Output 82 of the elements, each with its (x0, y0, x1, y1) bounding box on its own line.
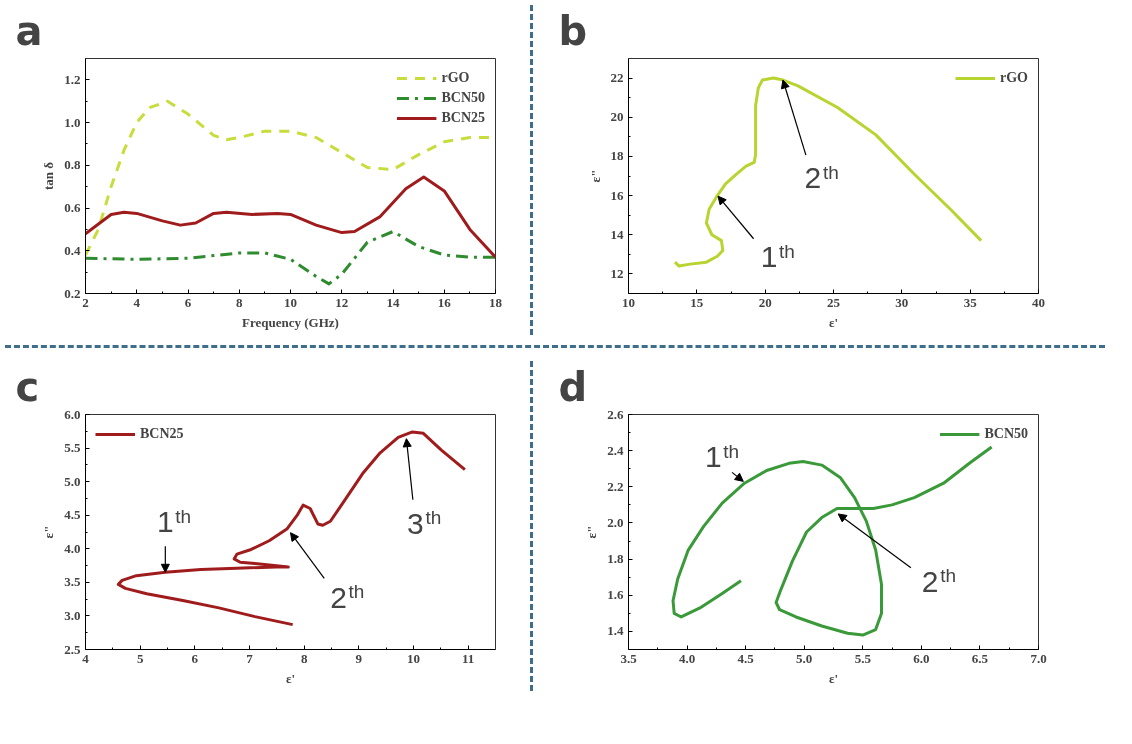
x-tick-label: 7.0 (1030, 650, 1047, 666)
x-tick-label: 4.5 (737, 650, 755, 666)
x-tick-label: 15 (690, 294, 704, 310)
x-tick-label: 9 (355, 650, 363, 666)
y-tick-label: 4.0 (64, 540, 81, 556)
x-axis-title: ε' (828, 670, 839, 686)
y-axis-title: ε" (587, 169, 603, 183)
x-tick-label: 20 (758, 294, 772, 310)
y-tick-label: 14 (610, 226, 624, 242)
chart-title: d (558, 363, 588, 410)
legend-label: rGO (1000, 70, 1028, 86)
y-tick-label: 20 (610, 109, 624, 125)
chart-title: a (15, 7, 43, 54)
y-tick-label: 1.8 (607, 551, 624, 567)
x-axis-title: Frequency (GHz) (242, 314, 339, 330)
y-tick-label: 5.0 (64, 473, 81, 489)
x-tick-label: 2 (82, 294, 89, 310)
x-tick-label: 40 (1032, 294, 1045, 310)
y-axis-title: tan δ (41, 161, 57, 191)
x-tick-label: 35 (963, 294, 978, 310)
x-tick-label: 4 (82, 650, 90, 666)
x-tick-label: 10 (284, 294, 297, 310)
x-tick-label: 10 (622, 294, 635, 310)
y-tick-label: 0.4 (64, 242, 81, 258)
legend-label: BCN25 (140, 426, 184, 442)
x-tick-label: 25 (827, 294, 841, 310)
y-tick-label: 3.0 (64, 607, 81, 623)
chart-title: c (15, 363, 40, 410)
legend-label: BCN25 (441, 110, 485, 126)
x-tick-label: 5.5 (854, 650, 872, 666)
x-tick-label: 10 (407, 650, 420, 666)
y-tick-label: 2.5 (64, 641, 81, 657)
line-series (85, 230, 496, 286)
y-tick-label: 1.4 (607, 623, 624, 639)
y-tick-label: 2.4 (607, 442, 624, 458)
legend-label: BCN50 (441, 90, 485, 106)
x-axis-title: ε' (828, 314, 839, 330)
line-series (673, 76, 983, 268)
legend-label: rGO (441, 70, 470, 86)
legend-label: BCN50 (984, 426, 1028, 442)
y-tick-label: 22 (610, 70, 624, 86)
x-tick-label: 30 (895, 294, 909, 310)
x-tick-label: 6.5 (971, 650, 989, 666)
y-tick-label: 5.5 (64, 440, 81, 456)
y-tick-label: 18 (610, 148, 624, 164)
x-tick-label: 16 (437, 294, 452, 310)
x-tick-label: 7 (246, 650, 254, 666)
x-tick-label: 12 (335, 294, 349, 310)
x-tick-label: 6 (184, 294, 192, 310)
x-tick-label: 11 (462, 650, 475, 666)
y-tick-label: 3.5 (64, 574, 81, 590)
x-tick-label: 8 (236, 294, 243, 310)
line-series (85, 175, 496, 259)
y-tick-label: 16 (610, 187, 624, 203)
x-tick-label: 18 (489, 294, 503, 310)
y-axis-title: ε" (41, 525, 57, 539)
y-tick-label: 12 (610, 265, 624, 281)
x-axis-title: ε' (285, 670, 296, 686)
y-tick-label: 4.5 (64, 507, 81, 523)
x-tick-label: 14 (386, 294, 400, 310)
x-tick-label: 6.0 (913, 650, 930, 666)
y-tick-label: 2.0 (607, 514, 624, 530)
y-tick-label: 0.8 (64, 157, 81, 173)
y-tick-label: 6.0 (64, 406, 81, 422)
chart-title: b (558, 7, 588, 54)
y-tick-label: 1.2 (64, 71, 81, 87)
y-tick-label: 1.0 (64, 114, 81, 130)
line-series (116, 430, 467, 627)
x-tick-label: 5.0 (796, 650, 813, 666)
y-axis-title: ε" (584, 525, 600, 539)
line-series (671, 445, 994, 637)
y-tick-label: 1.6 (607, 587, 624, 603)
y-tick-label: 0.2 (64, 285, 81, 301)
x-tick-label: 6 (191, 650, 199, 666)
x-tick-label: 3.5 (620, 650, 638, 666)
y-tick-label: 2.6 (607, 406, 624, 422)
y-tick-label: 0.6 (64, 200, 81, 216)
x-tick-label: 4.0 (678, 650, 696, 666)
x-tick-label: 4 (133, 294, 141, 310)
x-tick-label: 5 (136, 650, 144, 666)
x-tick-label: 8 (300, 650, 308, 666)
y-tick-label: 2.2 (607, 478, 624, 494)
